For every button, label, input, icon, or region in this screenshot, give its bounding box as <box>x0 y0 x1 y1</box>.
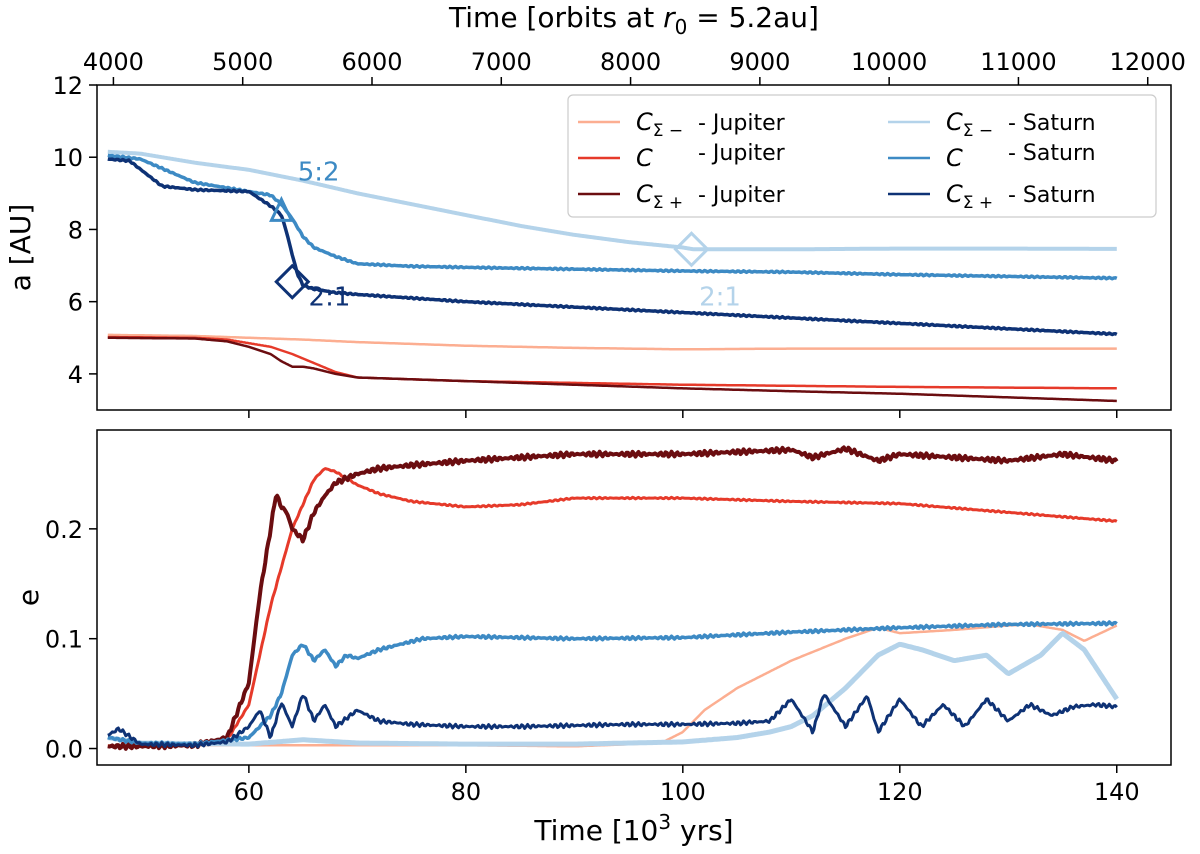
legend-label: - Jupiter <box>698 111 786 136</box>
bottom-plot-frame <box>96 429 1172 766</box>
top-plot-frame <box>96 84 1172 411</box>
top-axis-label-prefix: Time [orbits at <box>448 1 663 34</box>
legend-subscript: Σ + <box>653 193 683 213</box>
legend-symbol: C <box>946 144 963 172</box>
bottom-series-group <box>106 445 1119 751</box>
x-tick-label: 60 <box>234 778 265 806</box>
x-label-suffix: yrs] <box>671 814 734 847</box>
bottom-series-line-5 <box>107 694 1118 749</box>
legend-label: - Jupiter <box>698 141 786 166</box>
top-x-tick-label: 8000 <box>600 48 661 76</box>
top-series-line-1 <box>107 153 1118 281</box>
resonance-marker-diamond <box>274 263 311 300</box>
legend-entry: CΣ + - Saturn <box>946 180 1096 213</box>
resonance-label: 2:1 <box>309 282 351 312</box>
y-tick-label: 6 <box>68 289 83 317</box>
legend-symbol: C <box>636 180 653 208</box>
top-x-tick-label: 4000 <box>83 48 144 76</box>
y-tick-label: 12 <box>52 72 83 100</box>
legend-symbol: C <box>946 180 963 208</box>
legend-label: - Saturn <box>1008 111 1096 136</box>
y-tick-label: 4 <box>68 361 83 389</box>
resonance-label: 5:2 <box>298 158 340 188</box>
bottom-ticks: 60 80 100 120 140 0.0 0.1 0.2 <box>45 516 1140 806</box>
legend-symbol: C <box>636 144 653 172</box>
top-axis-label-sub: 0 <box>675 15 688 39</box>
top-x-tick-label: 7000 <box>471 48 532 76</box>
top-axis-label-suffix: = 5.2au] <box>687 1 819 34</box>
legend-label: - Jupiter <box>698 183 786 208</box>
x-tick-label: 80 <box>451 778 482 806</box>
y-tick-label: 8 <box>68 216 83 244</box>
legend-label: - Saturn <box>1008 183 1096 208</box>
legend-symbol: C <box>946 108 963 136</box>
legend-entry: CΣ − - Jupiter <box>636 108 786 141</box>
top-x-tick-label: 10000 <box>851 48 927 76</box>
legend-entry: C - Saturn <box>946 141 1096 172</box>
legend-subscript: Σ − <box>653 121 683 141</box>
top-series-line-5 <box>107 336 1117 403</box>
top-series-line-0 <box>107 149 1118 252</box>
legend-entry: CΣ + - Jupiter <box>636 180 786 213</box>
x-tick-label: 140 <box>1094 778 1140 806</box>
legend-label: - Saturn <box>1008 141 1096 166</box>
top-annotations: 5:2 2:1 2:1 <box>269 158 741 312</box>
legend-subscript: Σ − <box>963 121 993 141</box>
x-label-sup: 3 <box>658 810 671 834</box>
bottom-series-line-2 <box>107 467 1118 749</box>
y-tick-label: 10 <box>52 144 83 172</box>
top-x-tick-label: 5000 <box>212 48 273 76</box>
bottom-x-axis-label: Time [103 yrs] <box>533 810 733 847</box>
legend-symbol: C <box>636 108 653 136</box>
legend-entry: C - Jupiter <box>636 141 786 172</box>
top-axis-label-r: r <box>663 1 676 34</box>
bottom-series-line-1 <box>106 630 1119 747</box>
legend-entry: CΣ − - Saturn <box>946 108 1096 141</box>
legend-box <box>567 94 1157 218</box>
top-x-tick-label: 6000 <box>341 48 402 76</box>
top-series-line-4 <box>107 335 1117 390</box>
bottom-series-line-4 <box>107 620 1118 747</box>
y-tick-label: 0.0 <box>45 736 83 764</box>
y-tick-label: 0.1 <box>45 626 83 654</box>
top-x-tick-label: 9000 <box>729 48 790 76</box>
x-tick-label: 100 <box>660 778 706 806</box>
top-x-axis-label: Time [orbits at r0 = 5.2au] <box>448 1 819 39</box>
resonance-marker-triangle <box>269 195 294 222</box>
eccentricity-panel: 60 80 100 120 140 0.0 0.1 0.2 e Time [103 yrs] <box>12 429 1172 847</box>
top-x-tick-label: 12000 <box>1110 48 1186 76</box>
bottom-series-line-3 <box>107 445 1119 751</box>
x-tick-label: 120 <box>877 778 923 806</box>
legend-subscript: Σ + <box>963 193 993 213</box>
resonance-marker-diamond <box>673 231 710 268</box>
x-label-prefix: Time [10 <box>533 814 658 847</box>
top-x-tick-label: 11000 <box>980 48 1056 76</box>
top-series-line-3 <box>107 333 1117 351</box>
bottom-y-axis-label: e <box>12 589 45 606</box>
resonance-label: 2:1 <box>699 282 741 312</box>
y-tick-label: 0.2 <box>45 516 83 544</box>
top-y-axis-label: a [AU] <box>4 204 37 292</box>
